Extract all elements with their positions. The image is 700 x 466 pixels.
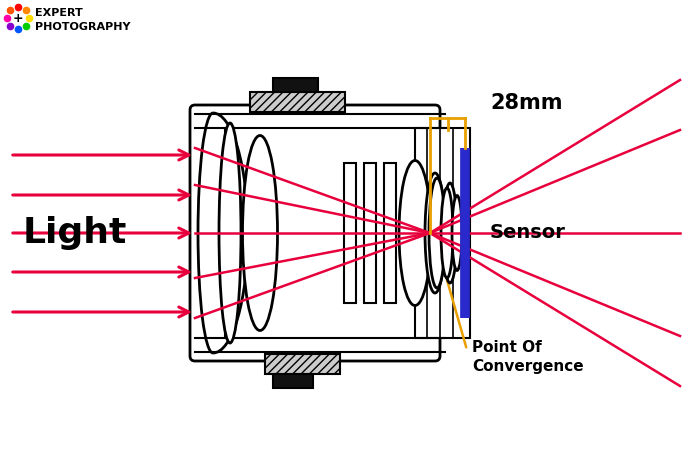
Text: EXPERT: EXPERT [35, 8, 83, 18]
Ellipse shape [441, 188, 453, 278]
Text: Sensor: Sensor [490, 224, 566, 242]
Text: Point Of
Convergence: Point Of Convergence [472, 340, 584, 374]
Bar [415, 128, 470, 338]
Text: PHOTOGRAPHY: PHOTOGRAPHY [35, 22, 130, 32]
FancyBboxPatch shape [190, 105, 440, 361]
Text: 28mm: 28mm [490, 93, 563, 113]
Ellipse shape [443, 183, 457, 283]
Bar [364, 163, 376, 303]
Bar [273, 78, 318, 92]
Ellipse shape [452, 196, 462, 270]
Ellipse shape [219, 123, 241, 343]
Ellipse shape [425, 173, 445, 293]
Bar [265, 354, 340, 374]
Bar [273, 374, 313, 388]
Bar [265, 354, 340, 374]
Bar [384, 163, 396, 303]
Text: Light: Light [23, 216, 127, 250]
Ellipse shape [399, 160, 431, 306]
Ellipse shape [429, 178, 445, 288]
Bar [344, 163, 356, 303]
Ellipse shape [242, 136, 277, 330]
Bar [250, 92, 345, 112]
Bar [250, 92, 345, 112]
Text: +: + [13, 12, 23, 25]
